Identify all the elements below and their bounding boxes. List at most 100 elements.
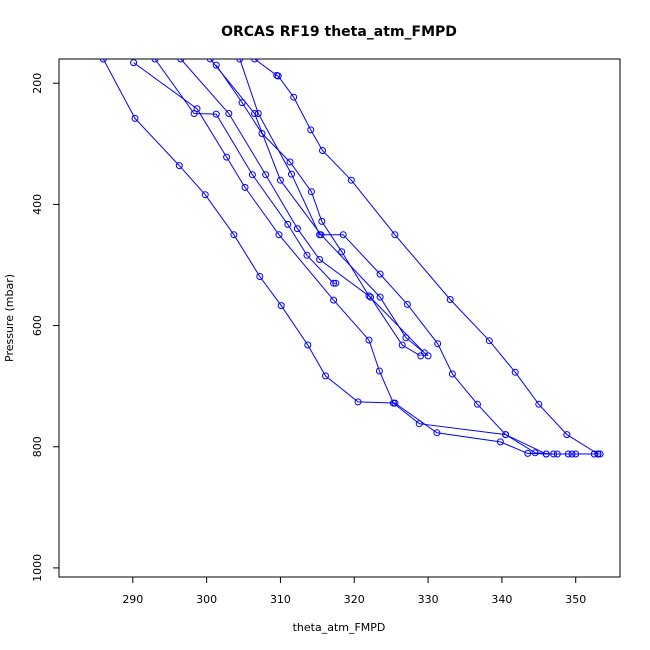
- data-point: [531, 449, 539, 457]
- data-point: [274, 72, 282, 80]
- data-point: [391, 231, 399, 239]
- x-tick-label: 290: [122, 593, 143, 606]
- series-layer: [99, 59, 604, 458]
- x-tick-label: 320: [344, 593, 365, 606]
- plot-frame: [58, 58, 621, 578]
- y-axis-label: Pressure (mbar): [3, 274, 16, 362]
- data-point: [338, 248, 346, 256]
- data-point: [131, 114, 139, 122]
- data-point: [277, 302, 285, 310]
- data-point: [190, 110, 198, 117]
- data-point: [474, 400, 481, 408]
- data-point: [262, 171, 270, 179]
- data-point: [307, 126, 315, 134]
- data-point: [288, 170, 295, 178]
- data-point: [389, 399, 397, 407]
- data-point: [330, 279, 338, 287]
- data-point: [375, 367, 383, 375]
- data-point: [563, 431, 571, 439]
- data-point: [376, 270, 384, 278]
- data-point: [365, 292, 373, 300]
- data-point: [316, 256, 324, 263]
- data-point: [212, 110, 220, 118]
- data-point: [286, 158, 294, 166]
- data-point: [241, 183, 249, 191]
- data-point: [330, 296, 338, 304]
- y-tick-label: 800: [31, 436, 44, 457]
- series-3: [151, 59, 340, 287]
- data-point: [354, 398, 362, 406]
- x-axis-label: theta_atm_FMPD: [293, 621, 386, 634]
- x-tick-label: 350: [565, 593, 586, 606]
- data-point: [367, 293, 374, 301]
- series-line: [254, 59, 599, 455]
- data-point: [347, 176, 355, 184]
- data-point: [318, 217, 326, 225]
- y-tick-label: 400: [31, 194, 44, 215]
- data-point: [303, 251, 311, 259]
- data-point: [319, 147, 326, 154]
- data-point: [290, 93, 298, 101]
- y-tick-label: 1000: [31, 554, 44, 582]
- x-tick-label: 300: [196, 593, 217, 606]
- series-line: [102, 59, 598, 455]
- data-point: [175, 162, 183, 170]
- data-point: [524, 449, 532, 457]
- data-point: [415, 420, 423, 428]
- data-point: [594, 450, 602, 458]
- data-point: [568, 450, 576, 458]
- data-point: [402, 334, 410, 342]
- data-point: [130, 59, 138, 67]
- y-axis: 200 400 600 800 1000: [31, 73, 59, 582]
- data-point: [446, 296, 454, 303]
- series-6: [212, 61, 428, 357]
- data-point: [201, 191, 209, 199]
- data-point: [307, 188, 315, 196]
- data-point: [284, 220, 292, 228]
- data-point: [177, 59, 185, 63]
- data-point: [151, 59, 159, 63]
- data-point: [448, 370, 456, 378]
- data-point: [434, 340, 442, 348]
- y-tick-label: 600: [31, 315, 44, 336]
- x-tick-label: 330: [418, 593, 439, 606]
- data-point: [236, 59, 244, 63]
- data-point: [275, 231, 283, 239]
- data-point: [256, 273, 264, 280]
- data-point: [276, 176, 284, 184]
- data-point: [316, 231, 324, 239]
- data-point: [398, 341, 406, 349]
- series-line: [154, 59, 336, 284]
- data-point: [550, 450, 558, 458]
- series-8: [251, 59, 602, 458]
- data-point: [304, 341, 312, 349]
- series-7: [236, 59, 604, 458]
- x-axis: 290 300 310 320 330 340 350: [122, 577, 586, 606]
- series-line: [215, 64, 425, 354]
- data-point: [420, 349, 428, 357]
- data-point: [254, 110, 262, 117]
- data-point: [258, 130, 266, 137]
- series-2: [130, 59, 598, 458]
- data-point: [251, 59, 259, 63]
- data-point: [206, 59, 214, 63]
- series-line: [133, 62, 595, 455]
- data-point: [238, 99, 246, 107]
- data-point: [511, 368, 519, 376]
- series-line: [180, 59, 421, 357]
- data-point: [403, 300, 411, 308]
- data-point: [322, 372, 329, 380]
- series-4: [177, 59, 425, 360]
- data-point: [212, 61, 220, 69]
- data-point: [535, 400, 543, 408]
- data-point: [339, 231, 347, 239]
- series-line: [239, 59, 601, 455]
- series-1: [99, 59, 602, 458]
- data-point: [433, 429, 441, 437]
- data-point: [485, 337, 493, 345]
- data-point: [496, 438, 504, 446]
- data-point: [99, 59, 107, 63]
- x-tick-label: 310: [270, 593, 291, 606]
- x-tick-label: 340: [491, 593, 512, 606]
